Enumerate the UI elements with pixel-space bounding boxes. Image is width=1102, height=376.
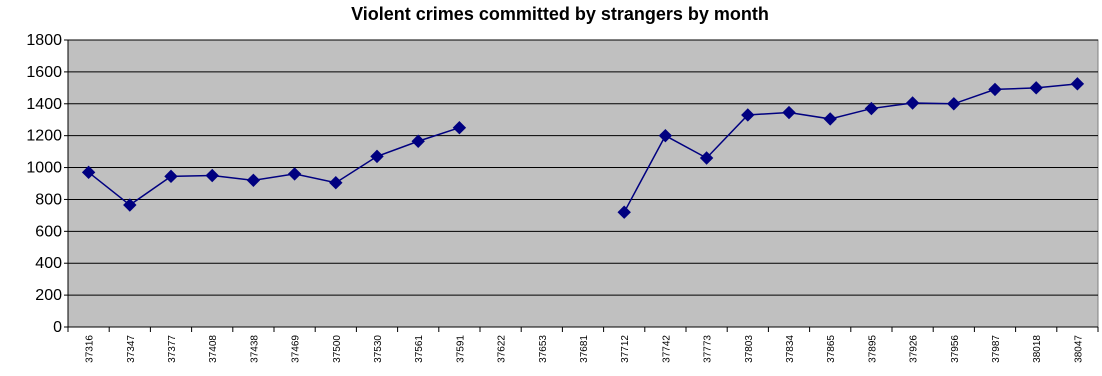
data-point-marker: [370, 149, 384, 164]
x-tick-label: 37469: [291, 335, 302, 363]
data-point-marker: [1070, 77, 1085, 91]
x-tick-label: 37803: [744, 335, 755, 363]
data-point-marker: [246, 173, 261, 188]
y-tick-label: 400: [35, 255, 62, 272]
data-point-marker: [864, 101, 879, 116]
data-point-marker: [1029, 81, 1043, 95]
data-point-marker: [905, 96, 920, 110]
data-point-marker: [823, 112, 837, 126]
x-tick-label: 37926: [909, 335, 920, 363]
x-tick-label: 37865: [826, 335, 837, 363]
chart-title: Violent crimes committed by strangers by…: [351, 4, 769, 24]
data-point-marker: [81, 165, 96, 180]
data-point-marker: [699, 151, 714, 165]
data-point-marker: [205, 168, 219, 183]
x-tick-label: 37956: [950, 335, 961, 363]
x-tick-label: 37500: [332, 335, 343, 363]
x-tick-label: 37742: [661, 335, 672, 363]
y-tick-label: 1200: [26, 128, 62, 145]
x-tick-label: 37987: [991, 335, 1002, 363]
x-tick-label: 37408: [208, 335, 219, 363]
y-tick-label: 1400: [26, 96, 62, 113]
x-tick-label: 38018: [1032, 335, 1043, 363]
x-tick-label: 37530: [373, 335, 384, 363]
data-point-marker: [782, 105, 796, 120]
y-tick-label: 1000: [26, 160, 62, 177]
plot-area: [67, 39, 1099, 328]
y-tick-label: 600: [35, 223, 62, 240]
series-line: [88, 126, 460, 206]
x-tick-label: 37347: [126, 335, 137, 363]
x-tick-label: 37561: [414, 335, 425, 363]
x-tick-label: 37591: [455, 335, 466, 363]
y-tick-label: 0: [53, 319, 62, 336]
data-point-marker: [947, 97, 961, 111]
y-tick-label: 1600: [26, 64, 62, 81]
data-point-marker: [329, 175, 343, 190]
y-tick-label: 200: [35, 287, 62, 304]
data-point-marker: [411, 134, 425, 148]
data-point-marker: [164, 169, 178, 184]
y-tick-label: 1800: [26, 32, 62, 49]
x-tick-label: 37316: [85, 335, 96, 363]
data-point-marker: [741, 108, 755, 122]
x-tick-label: 37712: [620, 335, 631, 363]
data-point-marker: [617, 205, 631, 219]
x-tick-label: 37773: [703, 335, 714, 363]
x-tick-label: 37895: [867, 335, 878, 363]
x-tick-label: 37653: [538, 335, 549, 363]
data-point-marker: [988, 82, 1002, 97]
x-tick-label: 38047: [1073, 335, 1084, 363]
x-tick-label: 37834: [785, 335, 796, 363]
data-point-marker: [287, 167, 302, 181]
x-tick-label: 37438: [249, 335, 260, 363]
series-line: [623, 83, 1078, 213]
data-point-marker: [123, 198, 137, 212]
y-tick-label: 800: [35, 191, 62, 208]
data-point-marker: [452, 120, 467, 135]
x-tick-label: 37377: [167, 335, 178, 363]
x-tick-label: 37681: [579, 335, 590, 363]
data-point-marker: [658, 128, 673, 143]
x-tick-label: 37622: [497, 335, 508, 363]
